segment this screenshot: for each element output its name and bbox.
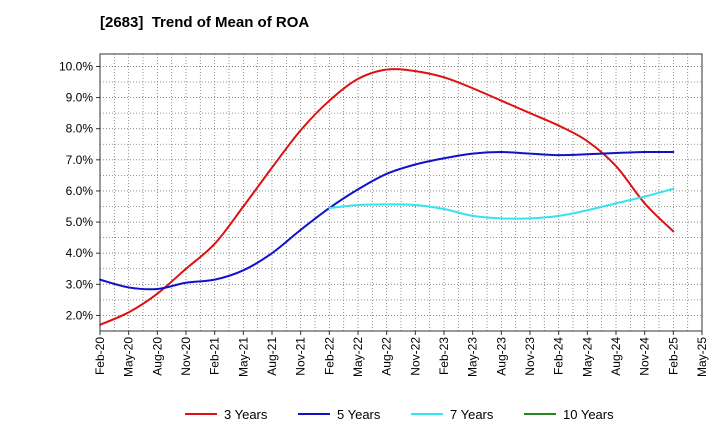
series-line-5-years — [99, 150, 675, 291]
x-tick-label: May-25 — [695, 337, 709, 377]
y-tick-label: 4.0% — [66, 246, 94, 260]
x-tick-label: Aug-20 — [150, 337, 164, 376]
legend-label-10-years: 10 Years — [563, 407, 614, 422]
x-tick-label: Feb-23 — [437, 337, 451, 375]
x-axis-ticks: Feb-20 May-20 Aug-20 Nov-20 Feb-21 May-21 Aug-… — [93, 331, 709, 377]
plot-frame — [99, 53, 703, 332]
x-tick-label: May-20 — [122, 337, 136, 377]
legend-label-7-years: 7 Years — [450, 407, 494, 422]
chart-title: [2683] Trend of Mean of ROA — [100, 14, 310, 31]
x-tick-label: May-23 — [466, 337, 480, 377]
x-tick-label: Nov-24 — [638, 337, 652, 376]
x-tick-label: Nov-22 — [408, 337, 422, 376]
y-tick-label: 7.0% — [66, 153, 94, 167]
x-tick-label: Aug-24 — [609, 337, 623, 376]
x-tick-label: Feb-24 — [552, 337, 566, 375]
x-tick-label: May-22 — [351, 337, 365, 377]
y-tick-label: 6.0% — [66, 184, 94, 198]
legend-label-5-years: 5 Years — [337, 407, 381, 422]
series-lines — [99, 68, 675, 326]
x-tick-label: Aug-22 — [380, 337, 394, 376]
x-tick-label: Feb-25 — [666, 337, 680, 375]
x-tick-label: Feb-21 — [208, 337, 222, 375]
x-tick-label: Nov-20 — [179, 337, 193, 376]
y-tick-label: 3.0% — [66, 277, 94, 291]
x-tick-label: May-21 — [236, 337, 250, 377]
x-tick-label: Aug-23 — [494, 337, 508, 376]
x-tick-label: Feb-20 — [93, 337, 107, 375]
legend: 3 Years 5 Years 7 Years 10 Years — [185, 407, 614, 422]
x-tick-label: Nov-23 — [523, 337, 537, 376]
y-tick-label: 2.0% — [66, 308, 94, 322]
y-tick-label: 10.0% — [59, 59, 93, 73]
grid-lines — [100, 54, 702, 331]
series-line-3-years — [99, 68, 675, 326]
series-line-7-years — [328, 187, 675, 220]
y-axis-ticks: 2.0% 3.0% 4.0% 5.0% 6.0% 7.0% 8.0% 9.0% 10.0% — [59, 59, 100, 322]
y-tick-label: 9.0% — [66, 91, 94, 105]
y-tick-label: 8.0% — [66, 122, 94, 136]
x-tick-label: May-24 — [580, 337, 594, 377]
y-tick-label: 5.0% — [66, 215, 94, 229]
x-tick-label: Aug-21 — [265, 337, 279, 376]
x-tick-label: Nov-21 — [294, 337, 308, 376]
legend-label-3-years: 3 Years — [224, 407, 268, 422]
x-tick-label: Feb-22 — [322, 337, 336, 375]
